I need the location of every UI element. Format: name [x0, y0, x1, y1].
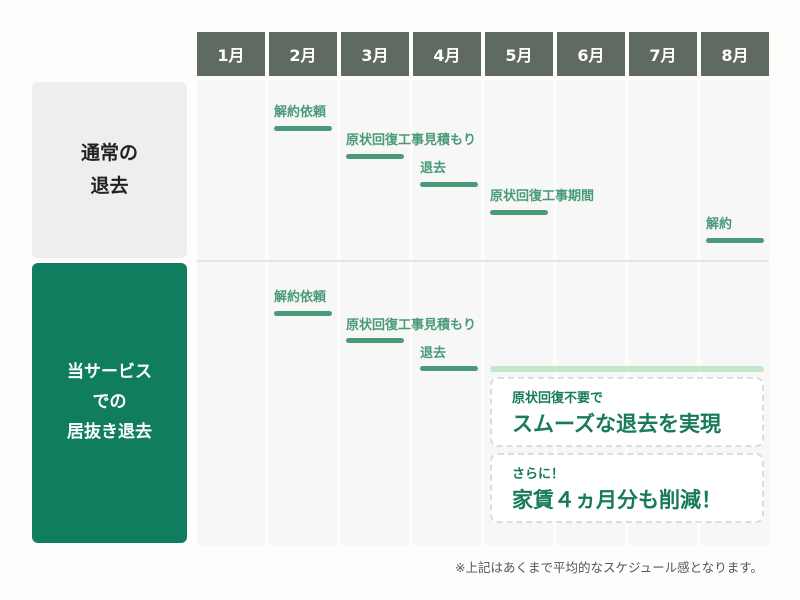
month-header: 7月 [629, 32, 697, 76]
callout-box: さらに！ 家賃４ヵ月分も削減！ [490, 453, 764, 523]
label-line: 居抜き退去 [67, 421, 152, 442]
row-label-normal: 通常の 退去 [32, 82, 187, 258]
month-column [413, 80, 481, 545]
step-bar [274, 311, 332, 316]
callout-big: 家賃４ヵ月分も削減！ [512, 488, 722, 512]
month-header: 1月 [197, 32, 265, 76]
step-bar [420, 366, 478, 371]
row-label-service: 当サービスでの居抜き退去 [32, 263, 187, 543]
step-label: 解約依頼 [274, 105, 327, 120]
month-header: 5月 [485, 32, 553, 76]
month-header: 4月 [413, 32, 481, 76]
step-label: 原状回復工事期間 [490, 189, 595, 204]
step-bar [346, 338, 404, 343]
callout-big: スムーズな退去を実現 [512, 412, 721, 436]
label-line: 通常の [80, 141, 138, 164]
step-bar [274, 126, 332, 131]
step-label: 原状回復工事見積もり [346, 133, 477, 148]
step-bar [706, 238, 764, 243]
month-column [341, 80, 409, 545]
step-label: 解約 [706, 217, 733, 232]
label-line: 当サービス [67, 362, 152, 383]
label-line: での [92, 392, 127, 413]
highlight-bar [490, 366, 764, 372]
month-header: 6月 [557, 32, 625, 76]
month-header: 2月 [269, 32, 337, 76]
month-header: 3月 [341, 32, 409, 76]
step-label: 退去 [420, 346, 447, 361]
step-label: 解約依頼 [274, 290, 327, 305]
step-bar [346, 154, 404, 159]
callout-small: さらに！ [512, 467, 565, 482]
label-line: 退去 [90, 175, 129, 197]
row-divider [197, 260, 769, 262]
step-bar [420, 182, 478, 187]
month-header: 8月 [701, 32, 769, 76]
step-label: 原状回復工事見積もり [346, 318, 477, 333]
footnote: ※上記はあくまで平均的なスケジュール感となります。 [455, 560, 763, 575]
step-bar [490, 210, 548, 215]
callout-box: 原状回復不要で スムーズな退去を実現 [490, 377, 764, 447]
callout-small: 原状回復不要で [512, 391, 604, 406]
step-label: 退去 [420, 161, 447, 176]
month-column [197, 80, 265, 545]
